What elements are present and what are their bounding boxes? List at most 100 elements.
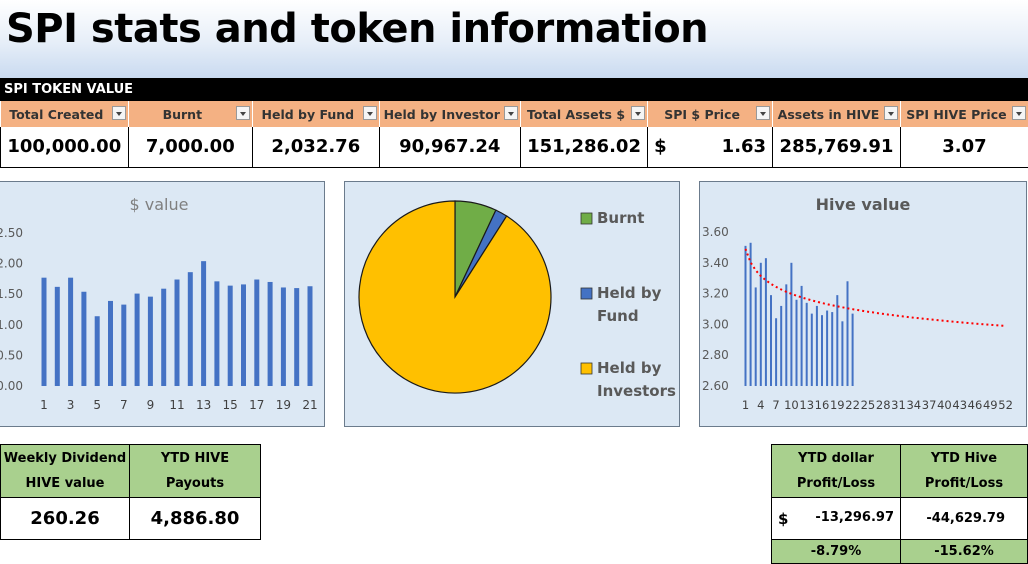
bar <box>846 281 849 386</box>
x-tick-label: 37 <box>922 398 937 412</box>
filter-dropdown-icon[interactable] <box>631 106 646 120</box>
title-banner: SPI stats and token information <box>0 0 1028 78</box>
y-tick-label: 3.40 <box>702 256 729 270</box>
x-tick-label: 13 <box>196 398 211 412</box>
bar <box>764 258 767 386</box>
y-tick-label: 3.20 <box>702 287 729 301</box>
bar <box>805 302 808 386</box>
bar <box>780 305 783 386</box>
percent-ytd-dollar-profit[interactable]: -8.79% <box>771 539 901 564</box>
bar <box>836 295 839 386</box>
y-tick-label: 2.80 <box>702 348 729 362</box>
bar <box>201 261 207 386</box>
legend-label: Held by Fund <box>597 284 662 325</box>
y-tick-label: 3.00 <box>702 317 729 331</box>
chart-title: $ value <box>130 195 189 214</box>
header-held-by-fund: Held by Fund <box>252 101 380 127</box>
value-weekly-dividend[interactable]: 260.26 <box>0 497 130 540</box>
bar <box>754 287 757 386</box>
bar <box>241 284 246 386</box>
value-total-assets[interactable]: 151,286.02 <box>519 127 648 168</box>
bar <box>214 281 220 386</box>
x-tick-label: 34 <box>906 398 921 412</box>
filter-dropdown-icon[interactable] <box>883 106 898 120</box>
value-ytd-hive-payouts[interactable]: 4,886.80 <box>129 497 261 540</box>
header-burnt: Burnt <box>127 101 253 127</box>
filter-dropdown-icon[interactable] <box>236 106 251 120</box>
bar <box>254 279 260 386</box>
x-tick-label: 9 <box>147 398 155 412</box>
percent-ytd-hive-profit[interactable]: -15.62% <box>900 539 1028 564</box>
bar <box>54 286 60 386</box>
bar <box>770 295 772 386</box>
dollar-value-chart[interactable]: $ value 2.50 2.00 1.50 1.00 0.50 0.00 1 3 5 7 9 11 13… <box>0 181 325 427</box>
x-tick-label: 7 <box>120 398 128 412</box>
x-tick-label: 19 <box>276 398 291 412</box>
holdings-pie-chart[interactable]: Burnt Held by Fund Held by Investors <box>344 181 680 427</box>
header-weekly-dividend: Weekly Dividend HIVE value <box>0 444 130 498</box>
pie-slice <box>358 200 552 394</box>
header-spi-dollar-price: SPI $ Price <box>647 101 773 127</box>
x-tick-label: 1 <box>40 398 48 412</box>
value-held-by-investor[interactable]: 90,967.24 <box>378 127 521 168</box>
x-tick-label: 40 <box>937 398 952 412</box>
header-held-by-investor: Held by Investor <box>378 101 521 127</box>
x-tick-label: 52 <box>998 398 1013 412</box>
bar <box>108 300 113 386</box>
bar <box>759 262 762 386</box>
hive-value-chart[interactable]: Hive value 3.60 3.40 3.20 3.00 2.80 2.60 1 4 7 10 1… <box>699 181 1027 427</box>
bar <box>81 291 87 386</box>
bar <box>187 272 193 386</box>
value-assets-in-hive[interactable]: 285,769.91 <box>772 127 901 168</box>
bar <box>68 277 74 386</box>
x-tick-label: 31 <box>891 398 906 412</box>
x-tick-label: 13 <box>799 398 814 412</box>
x-tick-label: 5 <box>93 398 101 412</box>
bar <box>294 288 300 386</box>
y-tick-label: 1.50 <box>0 287 23 301</box>
header-ytd-hive-payouts: YTD HIVE Payouts <box>129 444 261 498</box>
legend-swatch <box>580 212 593 225</box>
legend-label: Held by Investors <box>597 359 676 400</box>
header-ytd-hive-profit: YTD Hive Profit/Loss <box>900 444 1028 498</box>
bar <box>227 285 233 386</box>
value-ytd-dollar-profit[interactable]: $ -13,296.97 <box>771 497 901 540</box>
header-ytd-dollar-profit: YTD dollar Profit/Loss <box>771 444 901 498</box>
filter-dropdown-icon[interactable] <box>1012 106 1026 120</box>
bar <box>744 245 747 386</box>
filter-dropdown-icon[interactable] <box>362 106 377 120</box>
x-tick-label: 10 <box>784 398 799 412</box>
header-total-created: Total Created <box>0 101 129 127</box>
dividend-table: Weekly Dividend HIVE value YTD HIVE Payout… <box>0 444 261 540</box>
bar <box>147 296 153 386</box>
value-ytd-hive-profit[interactable]: -44,629.79 <box>900 497 1028 540</box>
value-spi-hive-price[interactable]: 3.07 <box>899 127 1028 168</box>
chart-title: Hive value <box>816 195 911 214</box>
legend-swatch <box>580 287 593 300</box>
value-total-created[interactable]: 100,000.00 <box>0 127 129 168</box>
bar <box>121 304 127 386</box>
value-burnt[interactable]: 7,000.00 <box>127 127 253 168</box>
x-tick-label: 17 <box>249 398 264 412</box>
filter-dropdown-icon[interactable] <box>756 106 771 120</box>
profit-loss-table: YTD dollar Profit/Loss YTD Hive Profit/Los… <box>771 444 1028 564</box>
x-tick-label: 15 <box>223 398 238 412</box>
value-held-by-fund[interactable]: 2,032.76 <box>252 127 380 168</box>
trendline <box>744 248 1006 327</box>
y-tick-label: 1.00 <box>0 318 23 332</box>
header-total-assets: Total Assets $ <box>519 101 648 127</box>
y-tick-label: 0.50 <box>0 348 23 362</box>
holdings-pie-plot: Burnt Held by Fund Held by Investors <box>358 200 676 400</box>
bar <box>826 310 829 386</box>
x-tick-label: 7 <box>772 398 779 412</box>
value-spi-dollar-price[interactable]: $1.63 <box>647 127 773 168</box>
filter-dropdown-icon[interactable] <box>503 106 518 120</box>
x-tick-label: 21 <box>302 398 317 412</box>
bar <box>795 299 798 386</box>
filter-dropdown-icon[interactable] <box>111 106 126 120</box>
header-assets-in-hive: Assets in HIVE <box>772 101 901 127</box>
bar <box>280 287 286 386</box>
x-tick-label: 28 <box>876 398 891 412</box>
currency-symbol: $ <box>778 509 789 528</box>
x-tick-label: 11 <box>169 398 184 412</box>
